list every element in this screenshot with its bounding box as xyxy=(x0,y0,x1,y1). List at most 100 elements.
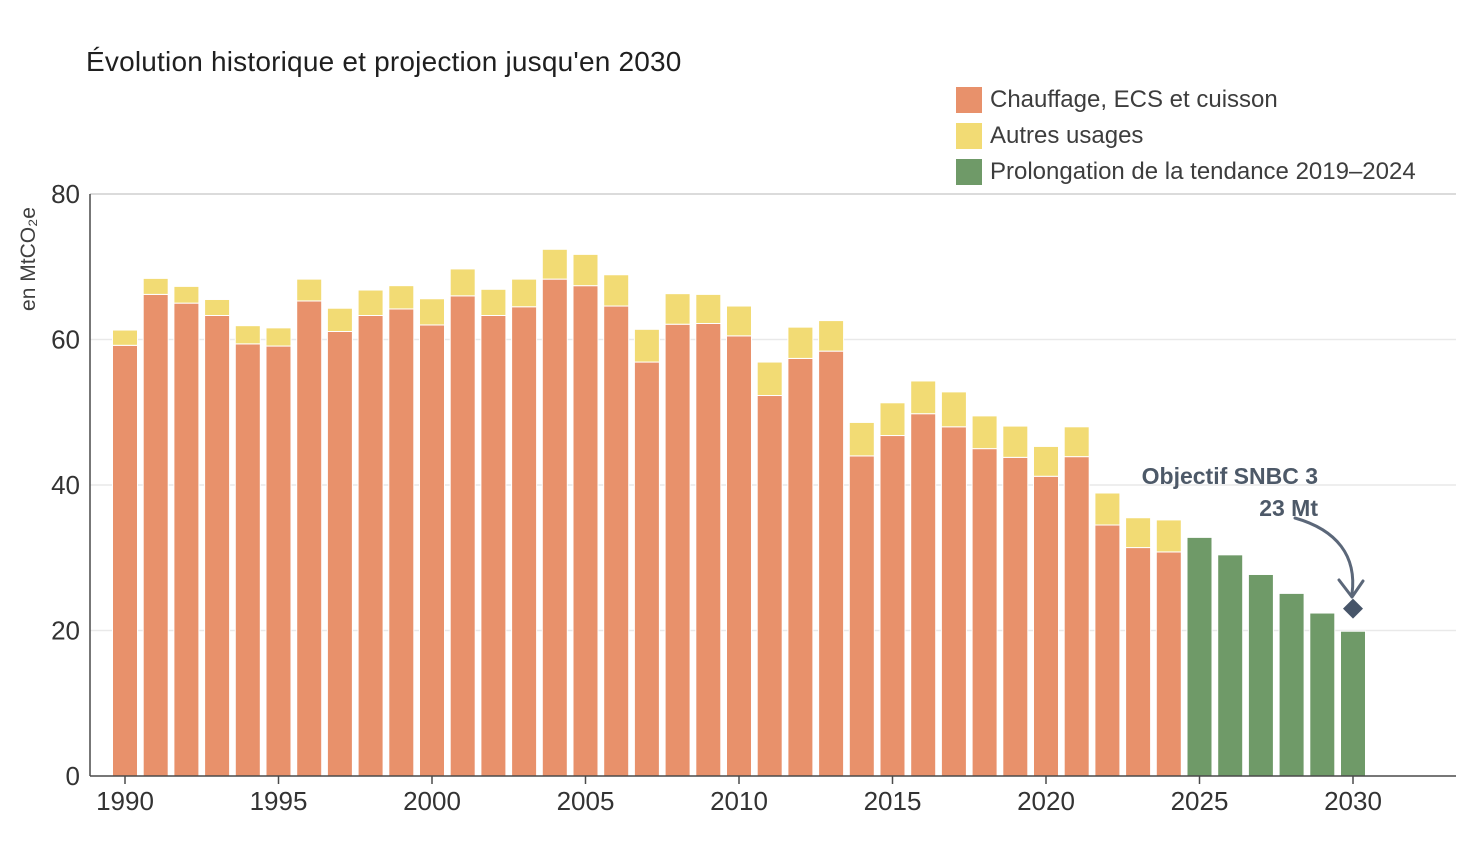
bar-autres-2001 xyxy=(449,268,476,297)
bar-chauffage-2015 xyxy=(879,435,906,777)
bar-chauffage-2013 xyxy=(818,350,845,777)
x-tick-label-2025: 2025 xyxy=(1171,786,1229,816)
legend-label: Autres usages xyxy=(990,122,1144,149)
bar-chauffage-2011 xyxy=(756,395,783,777)
bar-autres-1992 xyxy=(173,285,200,304)
chart-title: Évolution historique et projection jusqu… xyxy=(86,46,682,77)
bar-chauffage-2001 xyxy=(449,295,476,777)
annotation-arrow xyxy=(1293,516,1355,596)
bar-autres-2014 xyxy=(848,421,875,457)
bar-autres-2004 xyxy=(541,248,568,280)
x-tick-label-2005: 2005 xyxy=(557,786,615,816)
snbc-target-marker xyxy=(1343,598,1363,619)
x-tick-label-2015: 2015 xyxy=(864,786,922,816)
snbc-annotation: Objectif SNBC 3 23 Mt xyxy=(1142,460,1318,524)
bar-autres-2017 xyxy=(940,391,967,428)
y-tick-label-60: 60 xyxy=(51,325,80,355)
x-tick-label-2020: 2020 xyxy=(1017,786,1075,816)
bar-chauffage-2007 xyxy=(633,361,660,777)
bar-chauffage-2019 xyxy=(1002,456,1029,777)
bar-autres-1998 xyxy=(357,289,384,316)
bar-autres-2002 xyxy=(480,288,507,316)
bar-autres-2000 xyxy=(419,298,445,326)
bar-chauffage-1992 xyxy=(173,302,200,777)
bar-autres-2006 xyxy=(603,274,630,307)
bar-autres-2022 xyxy=(1094,492,1121,526)
bar-chauffage-2014 xyxy=(848,455,875,777)
bar-chauffage-1998 xyxy=(357,314,384,777)
x-tick-label-2000: 2000 xyxy=(403,786,461,816)
bar-chauffage-2023 xyxy=(1125,547,1152,777)
bar-autres-1990 xyxy=(112,329,138,346)
bar-chauffage-2021 xyxy=(1063,456,1090,777)
bar-autres-2024 xyxy=(1155,519,1182,553)
bar-autres-2013 xyxy=(818,320,845,352)
bar-autres-2019 xyxy=(1002,425,1029,458)
legend-label: Prolongation de la tendance 2019–2024 xyxy=(990,158,1416,185)
bar-chauffage-1991 xyxy=(142,293,169,777)
bar-autres-1993 xyxy=(204,298,231,316)
bar-chauffage-1993 xyxy=(204,314,231,777)
bar-prolongation-2028 xyxy=(1278,592,1305,777)
bar-autres-2010 xyxy=(726,305,752,337)
legend-label: Chauffage, ECS et cuisson xyxy=(990,86,1278,113)
x-tick-label-2010: 2010 xyxy=(710,786,768,816)
legend-item-autres: Autres usages xyxy=(956,122,1416,149)
x-tick-label-2030: 2030 xyxy=(1324,786,1382,816)
bar-chauffage-2016 xyxy=(910,413,937,777)
bar-autres-2005 xyxy=(572,253,599,287)
bar-autres-2023 xyxy=(1125,517,1152,549)
bar-chauffage-2005 xyxy=(572,285,599,777)
bar-chauffage-2006 xyxy=(603,305,630,777)
legend-swatch-prolongation-icon xyxy=(956,159,982,185)
bar-autres-2018 xyxy=(971,415,998,450)
bar-chauffage-2000 xyxy=(419,324,445,777)
y-tick-label-40: 40 xyxy=(51,470,80,500)
bar-autres-2020 xyxy=(1033,445,1059,477)
bar-autres-2009 xyxy=(695,293,722,324)
bar-autres-2012 xyxy=(787,326,814,359)
bar-chauffage-2003 xyxy=(511,306,538,777)
bar-chauffage-2012 xyxy=(787,357,814,777)
bar-chauffage-2004 xyxy=(541,278,568,777)
bar-chauffage-2009 xyxy=(695,322,722,777)
bar-autres-2011 xyxy=(756,361,783,397)
bar-autres-2016 xyxy=(910,380,937,415)
bar-autres-1997 xyxy=(326,307,353,332)
bar-prolongation-2025 xyxy=(1186,536,1213,777)
bar-chauffage-2020 xyxy=(1033,475,1059,777)
legend-swatch-autres-icon xyxy=(956,123,982,149)
bar-autres-2021 xyxy=(1063,426,1090,458)
bar-chauffage-2024 xyxy=(1155,551,1182,777)
legend-swatch-chauffage-icon xyxy=(956,87,982,113)
legend-item-chauffage: Chauffage, ECS et cuisson xyxy=(956,86,1416,113)
y-tick-label-80: 80 xyxy=(51,179,80,209)
bar-chauffage-2017 xyxy=(940,426,967,777)
bar-prolongation-2030 xyxy=(1340,630,1366,777)
bar-chauffage-2010 xyxy=(726,335,752,777)
x-tick-label-1995: 1995 xyxy=(250,786,308,816)
annotation-arrowhead-icon xyxy=(1337,578,1365,599)
bar-chauffage-1994 xyxy=(234,343,261,777)
bar-autres-1994 xyxy=(234,325,261,345)
bar-autres-1995 xyxy=(265,327,292,347)
bar-autres-2007 xyxy=(633,328,660,363)
bar-chauffage-1997 xyxy=(326,330,353,777)
bar-chauffage-2018 xyxy=(971,448,998,777)
bar-chauffage-1999 xyxy=(388,308,415,777)
bar-autres-1991 xyxy=(142,277,169,295)
bar-chauffage-1995 xyxy=(265,345,292,777)
bar-chauffage-2002 xyxy=(480,314,507,777)
bar-prolongation-2029 xyxy=(1309,612,1336,777)
snbc-annotation-value: 23 Mt xyxy=(1259,495,1318,521)
snbc-annotation-title: Objectif SNBC 3 xyxy=(1141,463,1318,489)
bar-autres-1996 xyxy=(296,278,323,302)
bar-chauffage-1996 xyxy=(296,300,323,777)
bar-autres-2008 xyxy=(664,293,691,325)
bar-prolongation-2026 xyxy=(1217,554,1244,777)
legend-item-prolongation: Prolongation de la tendance 2019–2024 xyxy=(956,158,1416,185)
bar-autres-2003 xyxy=(511,278,538,308)
bar-autres-2015 xyxy=(879,402,906,437)
